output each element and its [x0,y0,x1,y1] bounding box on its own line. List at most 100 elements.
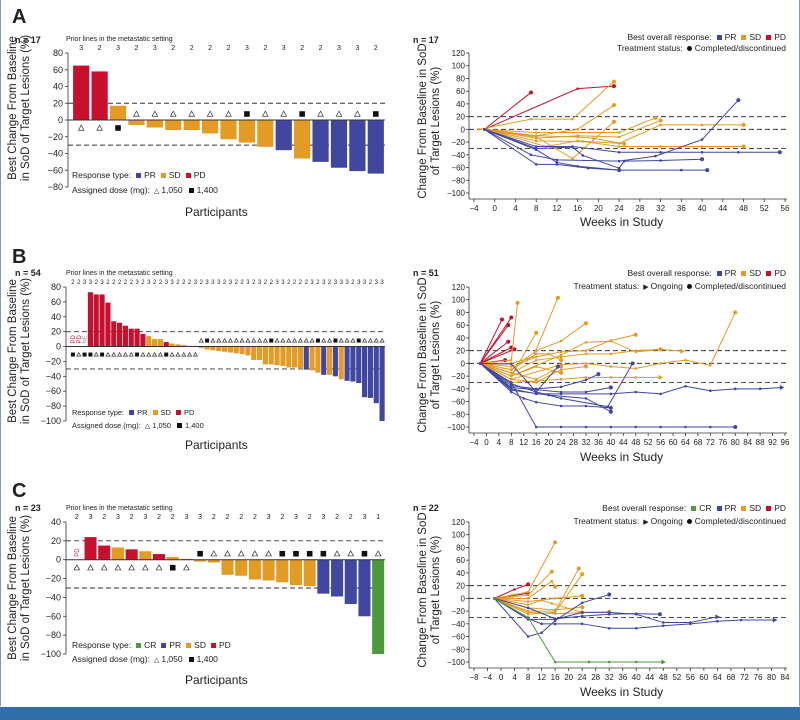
waterfall-b-prior-lines-value: 3 [345,280,349,286]
waterfall-b-prior-lines-value: 2 [264,280,268,286]
waterfall-b-prior-lines-value: 3 [334,280,338,286]
waterfall-a-bar [183,120,200,131]
waterfall-a-y-tick-label: 40 [53,82,63,92]
waterfall-b-bar [175,344,181,347]
spider-a-point [654,154,657,158]
spider-c-point [550,579,554,583]
waterfall-b-prior-lines-value: 3 [194,280,198,286]
legend-title: Assigned dose (mg): [72,185,150,195]
waterfall-b-dose-1050-marker [321,337,327,343]
spider-b-point [534,352,538,356]
waterfall-b-dose-1050-marker [210,337,216,343]
waterfall-c-prior-lines-value: 2 [171,514,175,521]
waterfall-b-prior-lines-value: 2 [188,280,192,286]
waterfall-b-bar [373,346,379,404]
spider-c-x-tick-label: 48 [659,673,668,682]
waterfall-b-y-tick-label: 0 [56,342,61,352]
waterfall-c-prior-lines-value: 2 [335,514,339,521]
waterfall-b-dose-1400-marker [356,338,361,343]
spider-b-point [634,390,638,394]
waterfall-b-dose-1050-marker [239,337,245,343]
spider-b-point [584,349,588,352]
waterfall-b-prior-lines-value: 2 [223,280,227,286]
spider-a-legend-response: Best overall response: PR SD PD [627,32,786,42]
waterfall-b-dose-1050-marker [291,337,298,343]
waterfall-b-y-tick-label: −100 [41,416,61,426]
spider-b-y-tick-label: 80 [456,308,465,317]
spider-a-legend-status: Treatment status: Completed/discontinued [617,43,786,53]
spider-c-x-tick-label: 8 [526,673,531,682]
spider-a-x-tick-label: 48 [739,204,748,213]
waterfall-b-y-tick-label: −80 [46,401,61,411]
spider-c-point [607,660,611,664]
waterfall-c-legend-response: Response type: CR PR SD PD [72,640,231,650]
spider-c-point [553,608,557,612]
waterfall-b-prior-lines-value: 2 [270,280,274,286]
spider-b-completed-marker [630,361,635,366]
legend-pd: PD [774,268,786,278]
spider-c-series-line-sd [494,568,580,612]
spider-c-point [526,635,530,638]
spider-c-completed-marker [580,605,585,610]
waterfall-c-bar [125,549,138,560]
spider-b-point [534,365,538,368]
spider-b-x-tick-label: 80 [731,438,740,447]
spider-b-point [609,339,613,343]
waterfall-b-dose-1400-marker [70,352,75,357]
spider-c-point [634,612,638,615]
spider-b-y-tick-label: 120 [452,283,466,292]
spider-b-point [534,425,538,429]
spider-a-completed-marker [705,168,710,173]
waterfall-a-prior-lines-value: 3 [245,45,249,52]
spider-c-point [607,626,611,630]
waterfall-c-n: n = 23 [15,503,41,513]
waterfall-b-bar [315,346,321,373]
spider-a-point [534,136,538,140]
waterfall-c-dose-1400-marker [197,550,203,557]
spider-a-x-tick-label: 12 [552,204,561,213]
spider-b-ongoing-marker [658,374,664,380]
sd-swatch [160,172,166,178]
spider-c-y-tick-label: −80 [451,645,465,654]
spider-b-x-tick-label: 40 [606,438,615,447]
waterfall-b-dose-1400-marker [88,352,93,357]
waterfall-a-prior-lines-value: 2 [319,45,323,52]
waterfall-a-y-tick-label: −20 [48,132,63,142]
waterfall-b-prior-lines-value: 3 [258,280,262,286]
waterfall-b-dose-1050-marker [151,351,158,357]
spider-b-y-tick-label: 100 [452,296,466,305]
spider-c-point [492,597,496,600]
spider-b-x-tick-label: 32 [582,438,591,447]
waterfall-b-dose-1050-marker [373,337,379,343]
waterfall-b-dose-1050-marker [186,351,193,357]
waterfall-b-y-tick-label: −40 [46,371,61,381]
spider-b-completed-marker [596,372,601,377]
spider-a-point [617,159,621,163]
dot-icon [686,45,692,51]
spider-b-series-line-sd [480,322,587,371]
spider-b-legend-status: Treatment status: ▶ Ongoing Completed/disco… [573,281,786,291]
waterfall-b-bar [245,346,251,356]
spider-b-point [559,353,563,357]
waterfall-c-prior-lines-value: 3 [184,514,188,521]
spider-b-point [559,339,563,343]
waterfall-c-dose-1050-marker [114,564,122,571]
waterfall-b-prior-lines-value: 3 [217,280,221,286]
waterfall-b-dose-1050-marker [297,337,304,343]
waterfall-c-dose-1050-marker [183,564,190,571]
waterfall-c-xtitle: Participants [185,673,248,687]
legend-dose-1050: 1,050 [152,421,171,430]
waterfall-b-bar [157,339,163,347]
spider-a-completed-marker [658,118,663,123]
waterfall-b-bar [367,346,373,398]
waterfall-b-y-tick-label: 40 [51,312,61,322]
waterfall-c-bar [358,559,371,617]
spider-b-point [534,358,538,362]
spider-b-x-tick-label: 16 [532,438,541,447]
spider-b-completed-marker [506,323,511,328]
spider-b-completed-marker [608,409,613,414]
waterfall-a-y-tick-label: −80 [48,182,63,192]
waterfall-a-n: n = 17 [15,35,41,45]
play-triangle-icon: ▶ [643,284,649,291]
